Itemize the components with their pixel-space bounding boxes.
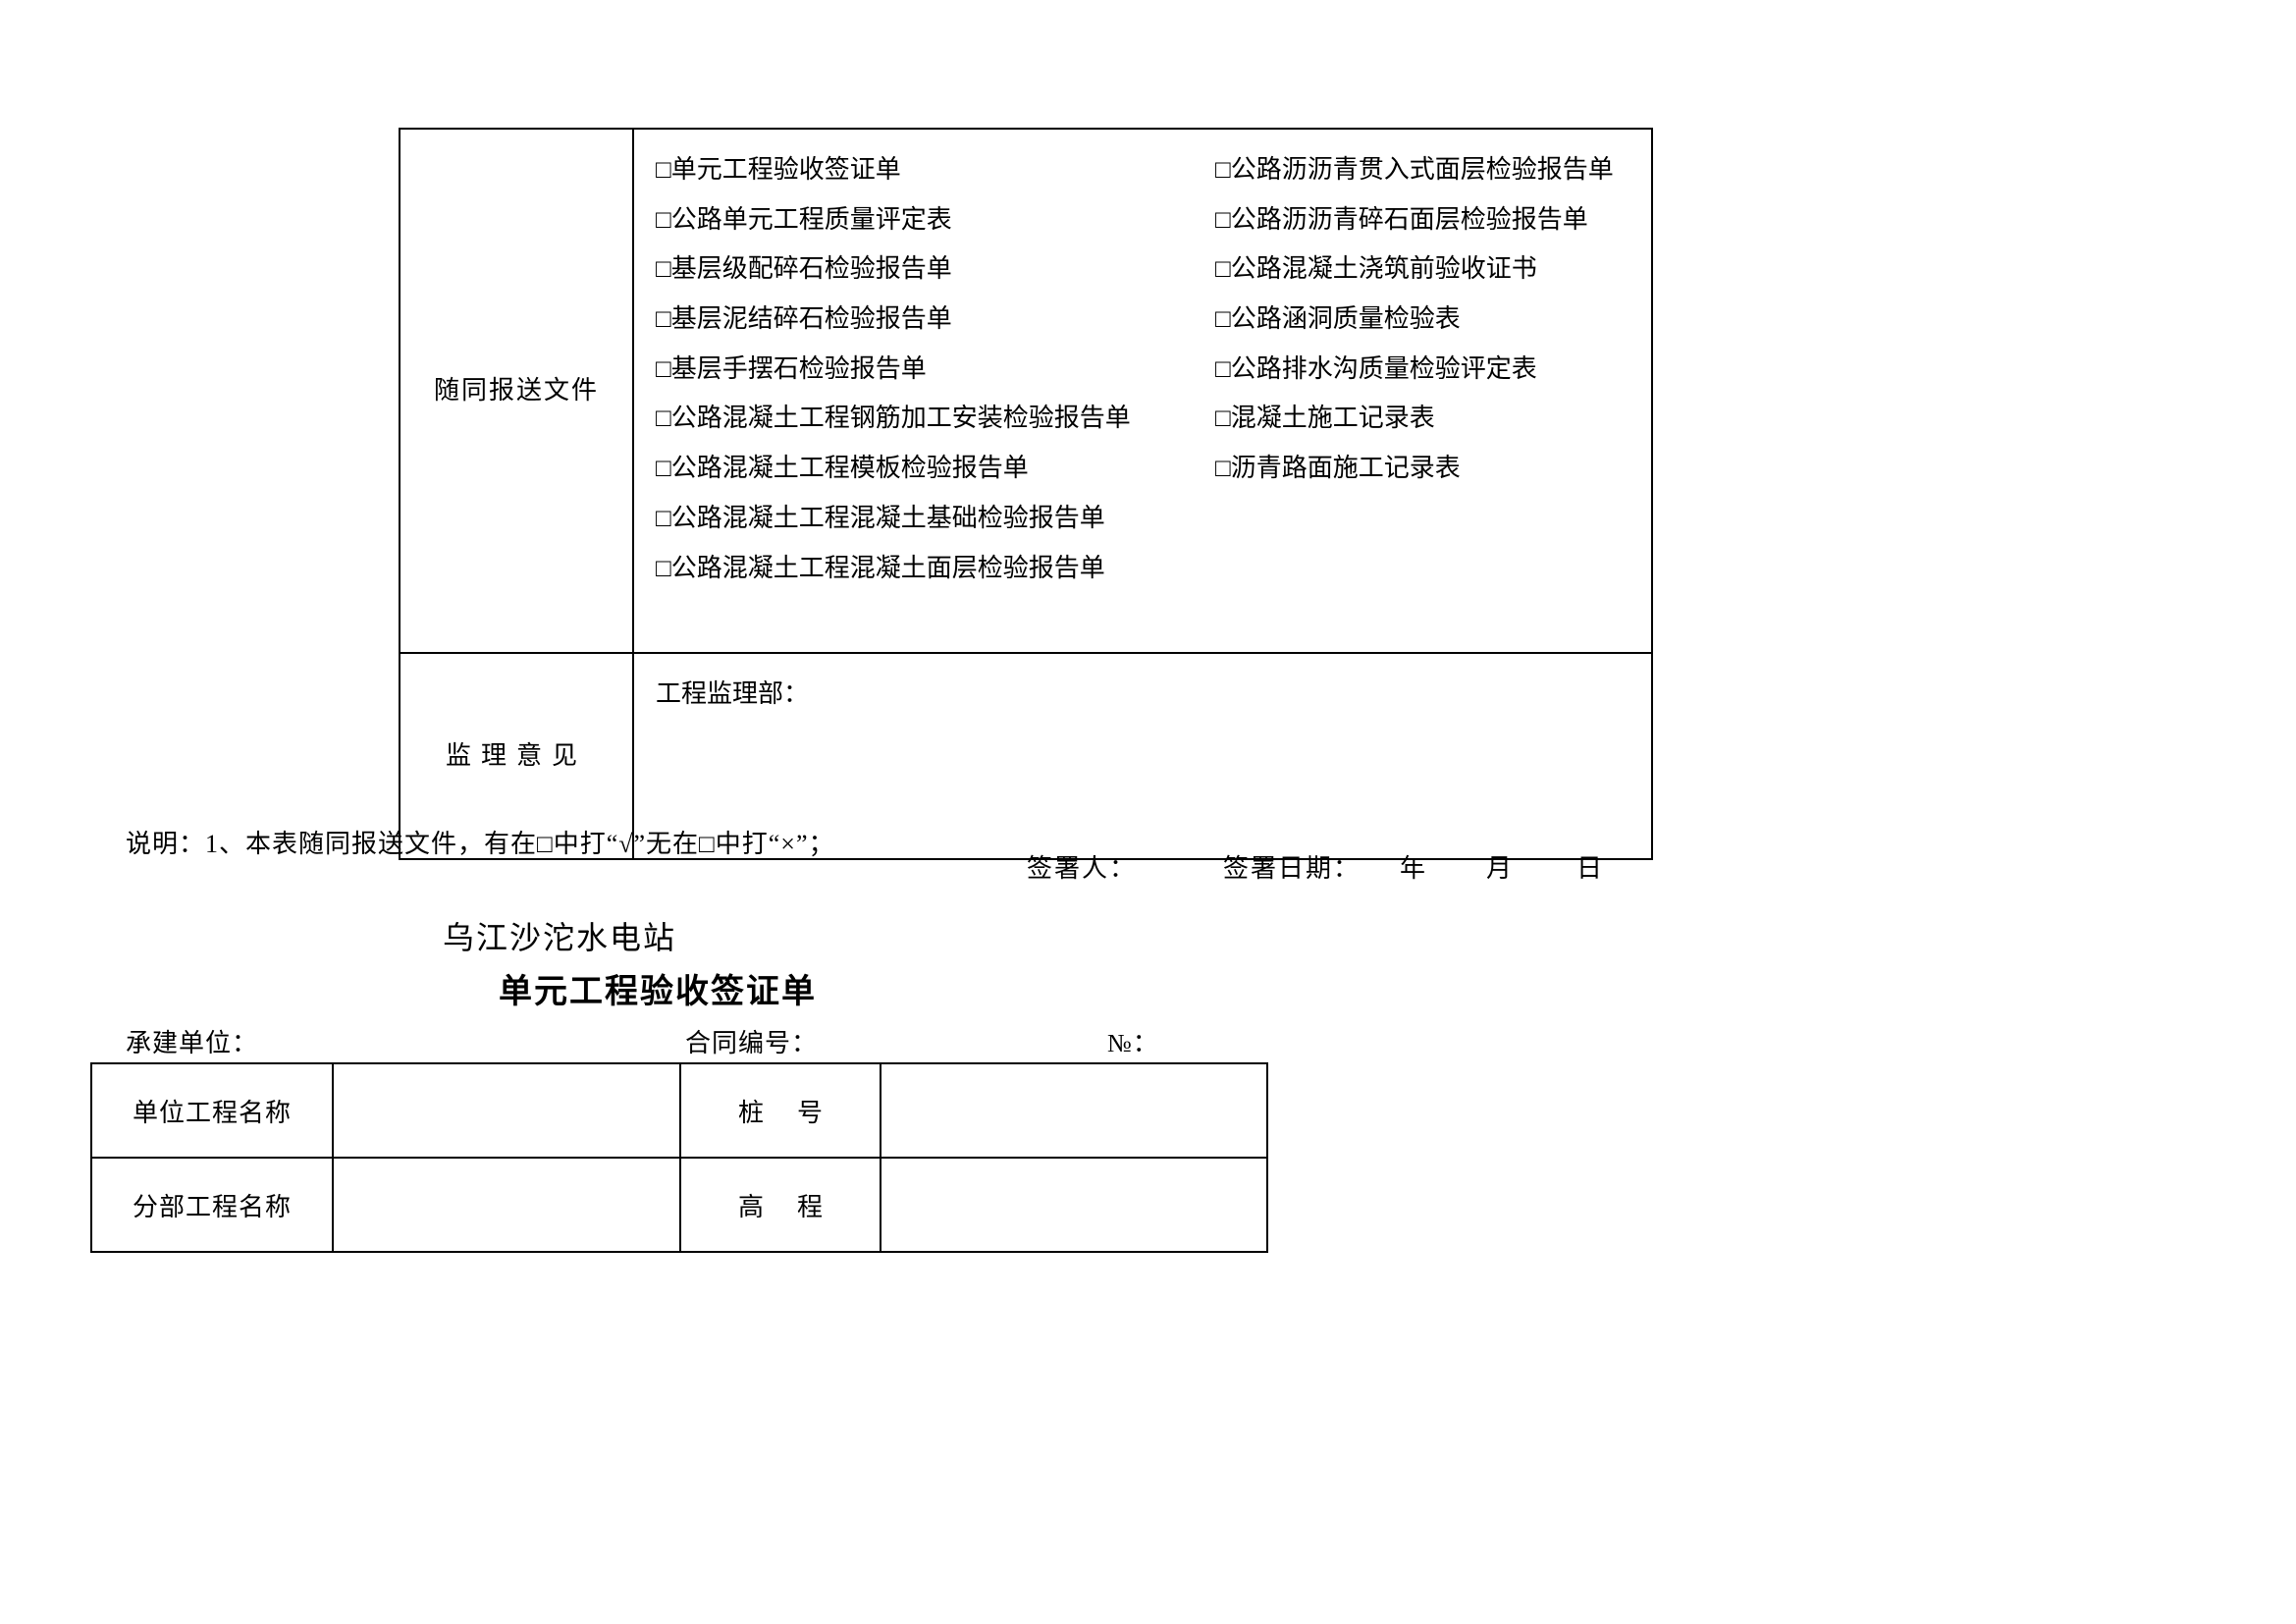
checkbox-item: □公路混凝土浇筑前验收证书 (1215, 244, 1629, 295)
pile-no-value (881, 1063, 1267, 1158)
day-char: 日 (1576, 844, 1604, 894)
checkbox-item: □公路混凝土工程混凝土基础检验报告单 (656, 494, 1186, 544)
supervision-heading: 工程监理部： (656, 670, 1629, 720)
attachments-col-right: □公路沥沥青贯入式面层检验报告单□公路沥沥青碎石面层检验报告单□公路混凝土浇筑前… (1215, 145, 1629, 593)
supervision-label: 监理意见 (446, 741, 587, 770)
unit-project-name-label: 单位工程名称 (91, 1063, 333, 1158)
checkbox-item: □公路涵洞质量检验表 (1215, 295, 1629, 345)
checkbox-item: □公路排水沟质量检验评定表 (1215, 345, 1629, 395)
month-char: 月 (1486, 844, 1514, 894)
checkbox-item: □公路沥沥青碎石面层检验报告单 (1215, 195, 1629, 245)
checkbox-item: □混凝土施工记录表 (1215, 394, 1629, 444)
checkbox-item: □公路混凝土工程模板检验报告单 (656, 444, 1186, 494)
pile-no-label: 桩号 (680, 1063, 881, 1158)
year-char: 年 (1400, 844, 1427, 894)
attachments-content-cell: □单元工程验收签证单□公路单元工程质量评定表□基层级配碎石检验报告单□基层泥结碎… (633, 129, 1652, 653)
checkbox-item: □单元工程验收签证单 (656, 145, 1186, 195)
checkbox-item: □沥青路面施工记录表 (1215, 444, 1629, 494)
footnote: 说明：1、本表随同报送文件，有在□中打“√”无在□中打“×”； (126, 824, 835, 860)
section2-title1: 乌江沙沱水电站 (0, 913, 1119, 958)
elevation-label-text: 高程 (705, 1193, 856, 1221)
checkbox-item: □公路混凝土工程钢筋加工安装检验报告单 (656, 394, 1186, 444)
contract-no-label: 合同编号： (685, 1023, 818, 1059)
page-root: 随同报送文件 □单元工程验收签证单□公路单元工程质量评定表□基层级配碎石检验报告… (0, 0, 2296, 1624)
table-row: 分部工程名称 高程 (91, 1158, 1267, 1252)
elevation-label: 高程 (680, 1158, 881, 1252)
section2-title2: 单元工程验收签证单 (0, 964, 1315, 1012)
checkbox-item: □基层级配碎石检验报告单 (656, 244, 1186, 295)
attachments-table: 随同报送文件 □单元工程验收签证单□公路单元工程质量评定表□基层级配碎石检验报告… (399, 128, 1653, 860)
attachments-col-left: □单元工程验收签证单□公路单元工程质量评定表□基层级配碎石检验报告单□基层泥结碎… (656, 145, 1186, 593)
pile-no-label-text: 桩号 (705, 1099, 856, 1127)
sub-project-name-value (333, 1158, 680, 1252)
attachments-label-cell: 随同报送文件 (400, 129, 633, 653)
sub-project-name-label: 分部工程名称 (91, 1158, 333, 1252)
attachments-columns: □单元工程验收签证单□公路单元工程质量评定表□基层级配碎石检验报告单□基层泥结碎… (656, 145, 1629, 593)
attachments-row: 随同报送文件 □单元工程验收签证单□公路单元工程质量评定表□基层级配碎石检验报告… (400, 129, 1652, 653)
checkbox-item: □公路单元工程质量评定表 (656, 195, 1186, 245)
attachments-label: 随同报送文件 (434, 376, 599, 405)
checkbox-item: □公路混凝土工程混凝土面层检验报告单 (656, 544, 1186, 594)
signatory-label: 签署人： (1027, 844, 1137, 894)
checkbox-item: □基层手摆石检验报告单 (656, 345, 1186, 395)
table-row: 单位工程名称 桩号 (91, 1063, 1267, 1158)
checkbox-item: □公路沥沥青贯入式面层检验报告单 (1215, 145, 1629, 195)
sign-date-label: 签署日期： (1223, 844, 1361, 894)
unit-project-table: 单位工程名称 桩号 分部工程名称 高程 (90, 1062, 1268, 1253)
elevation-value (881, 1158, 1267, 1252)
serial-no-label: №： (1107, 1023, 1159, 1059)
checkbox-item: □基层泥结碎石检验报告单 (656, 295, 1186, 345)
contractor-label: 承建单位： (126, 1023, 258, 1059)
unit-project-name-value (333, 1063, 680, 1158)
